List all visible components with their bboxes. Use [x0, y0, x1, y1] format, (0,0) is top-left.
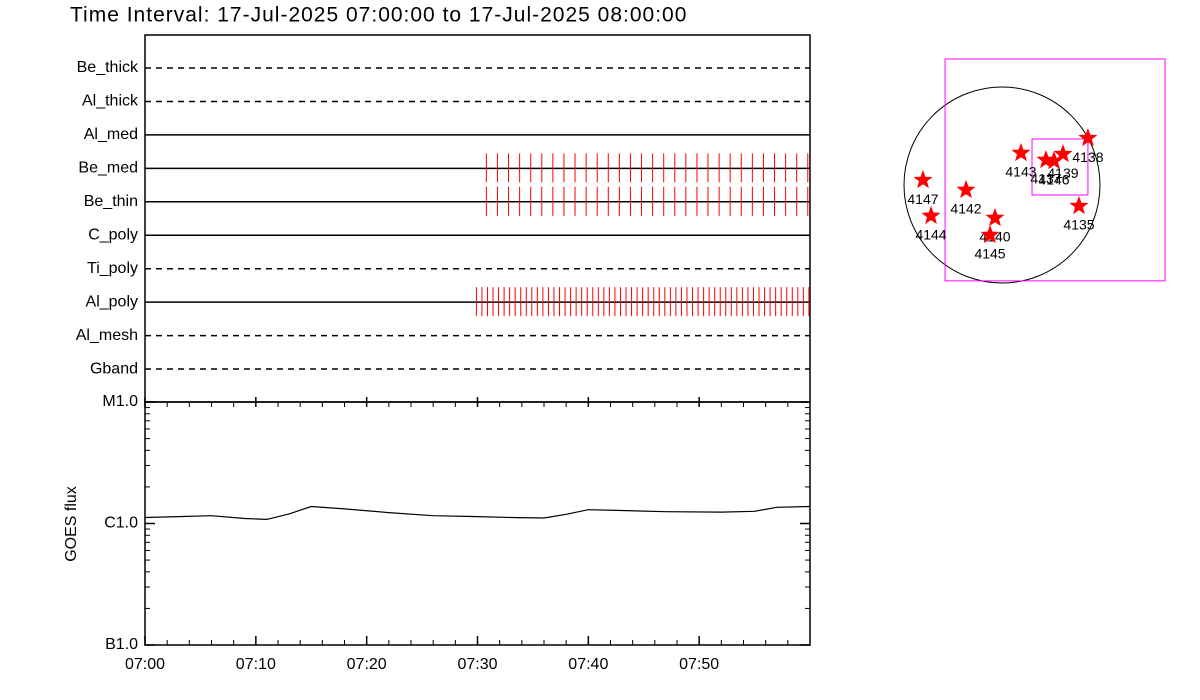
region-star [980, 225, 1000, 244]
y-tick-label: C1.0 [104, 515, 138, 532]
y-tick-label: B1.0 [105, 636, 138, 653]
filter-label: C_poly [88, 226, 138, 243]
x-tick-label: 07:30 [457, 656, 497, 673]
region-star [1078, 128, 1098, 147]
x-tick-label: 07:40 [568, 656, 608, 673]
filter-label: Be_thick [77, 59, 139, 76]
solar-disk [903, 86, 1101, 284]
x-tick-label: 07:00 [125, 656, 165, 673]
filter-label: Be_med [78, 160, 138, 177]
filter-label: Al_poly [86, 293, 138, 310]
region-label: 4144 [915, 227, 946, 243]
region-star [1069, 196, 1089, 215]
x-tick-label: 07:10 [236, 656, 276, 673]
filter-label: Gband [90, 360, 138, 377]
region-label: 4135 [1063, 217, 1094, 233]
filter-label: Al_mesh [76, 327, 138, 344]
region-star [1011, 143, 1031, 162]
filter-label: Al_med [84, 126, 138, 143]
filter-label: Al_thick [82, 93, 139, 110]
region-label: 4146 [1038, 172, 1069, 188]
filter-label: Ti_poly [87, 260, 138, 277]
region-label: 4137 [1030, 171, 1061, 187]
filter-frame [144, 34, 811, 403]
fov-box [944, 58, 1166, 282]
region-label: 4147 [907, 191, 938, 207]
filter-label: Be_thin [84, 193, 138, 210]
region-label: 4142 [950, 201, 981, 217]
y-axis-label: GOES flux [63, 486, 80, 562]
region-label: 4145 [974, 246, 1005, 262]
chart-title: Time Interval: 17-Jul-2025 07:00:00 to 1… [70, 4, 687, 27]
region-star [956, 180, 976, 198]
x-tick-label: 07:20 [347, 656, 387, 673]
region-star [921, 205, 941, 224]
region-star [1053, 144, 1073, 163]
region-star [1044, 151, 1064, 170]
fov-box [1031, 138, 1089, 196]
region-label: 4139 [1047, 165, 1078, 181]
goes-frame [144, 401, 811, 646]
region-star [913, 170, 933, 189]
y-tick-label: M1.0 [102, 393, 138, 410]
goes-curve [144, 505, 811, 521]
region-label: 4138 [1072, 149, 1103, 165]
region-label: 4143 [1005, 164, 1036, 180]
x-tick-label: 07:50 [679, 656, 719, 673]
region-star [985, 208, 1005, 227]
